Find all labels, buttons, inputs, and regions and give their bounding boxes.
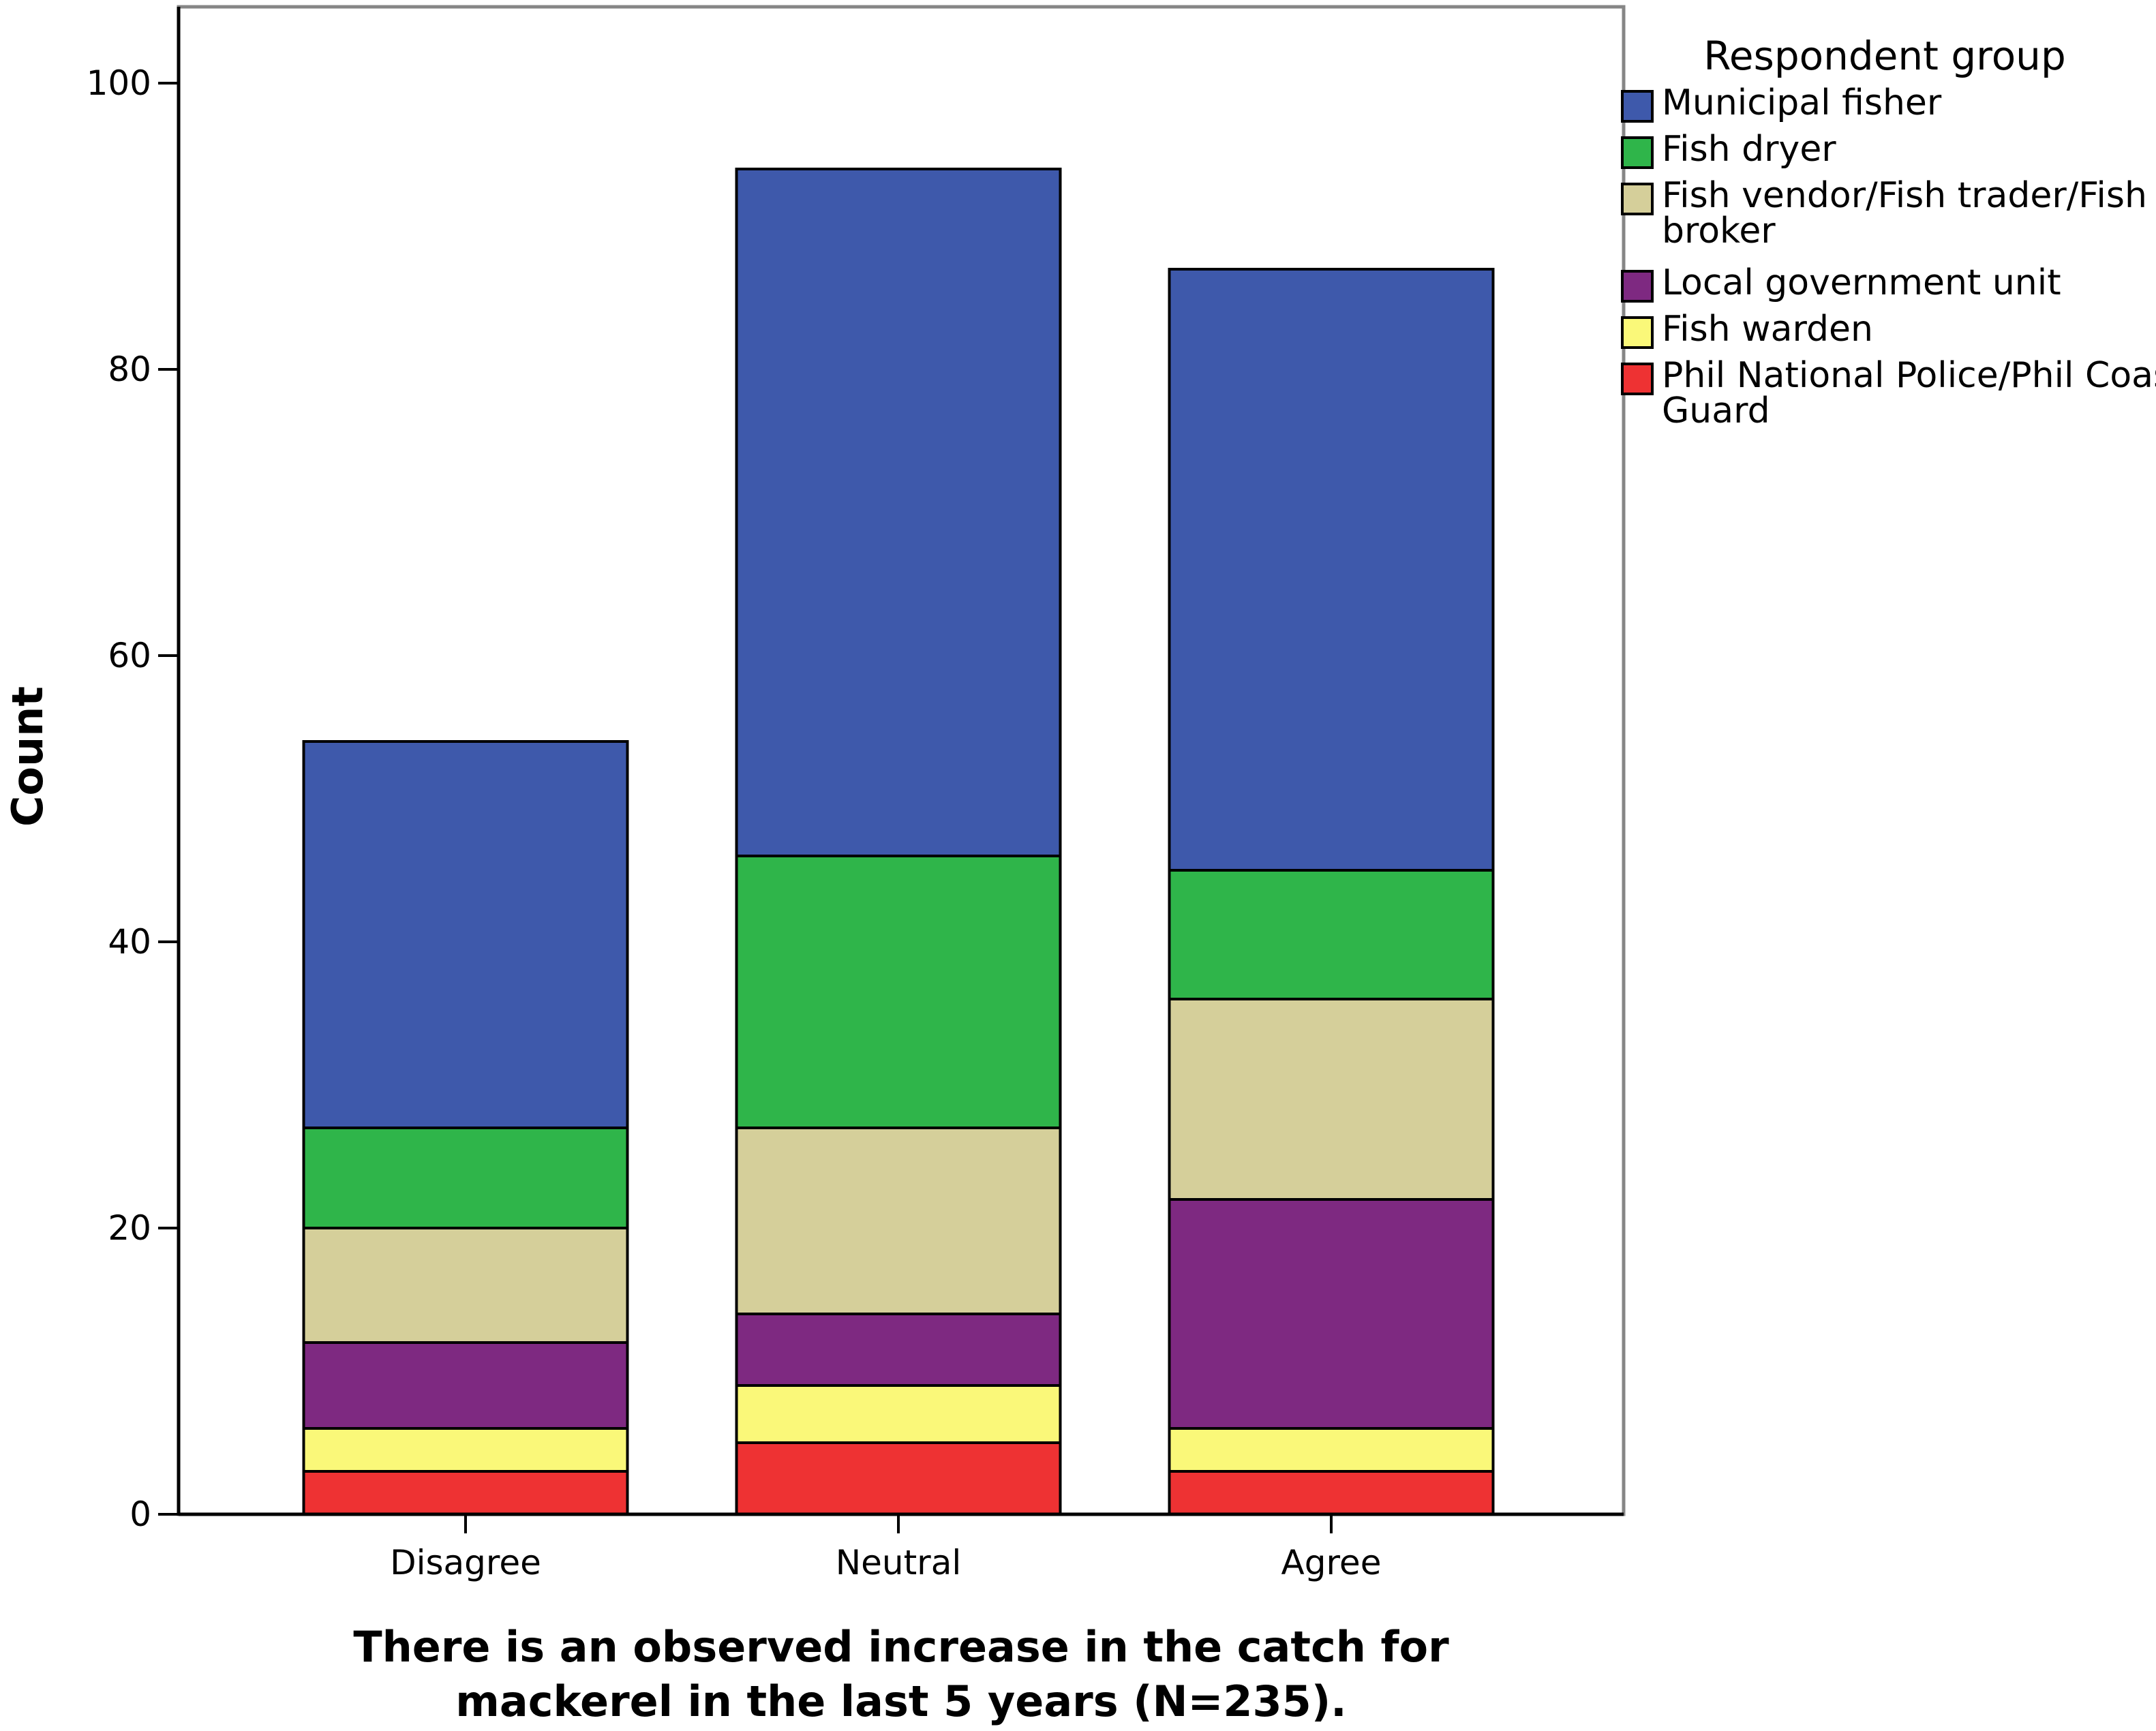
legend-title: Respondent group [1703, 33, 2066, 79]
legend-label-phil-national-police-phil-coast-guard-line-2: Guard [1662, 390, 1770, 431]
legend-label-fish-vendor-fish-trader-fish-broker-line-2: broker [1662, 211, 1776, 251]
bar-segment-agree-local-government-unit [1168, 1198, 1495, 1430]
legend-swatch-fish-vendor-fish-trader-fish-broker [1621, 183, 1654, 215]
bar-segment-agree-phil-national-police-phil-coast-guard [1168, 1470, 1495, 1516]
bar-segment-disagree-fish-vendor-fish-trader-fish-broker [302, 1227, 629, 1344]
legend-swatch-fish-warden [1621, 316, 1654, 349]
x-tick-label-neutral: Neutral [836, 1543, 962, 1582]
y-tick-label: 40 [108, 922, 151, 962]
legend-label-local-government-unit: Local government unit [1662, 262, 2061, 303]
bar-segment-neutral-phil-national-police-phil-coast-guard [735, 1441, 1062, 1516]
bar-segment-agree-municipal-fisher [1168, 268, 1495, 872]
legend-label-fish-dryer: Fish dryer [1662, 129, 1836, 170]
bar-segment-disagree-municipal-fisher [302, 740, 629, 1129]
y-tick-label: 60 [108, 636, 151, 675]
x-axis-title-line-1: There is an observed increase in the cat… [353, 1622, 1449, 1672]
legend-swatch-municipal-fisher [1621, 90, 1654, 123]
bar-segment-disagree-local-government-unit [302, 1341, 629, 1430]
bar-segment-neutral-fish-vendor-fish-trader-fish-broker [735, 1127, 1062, 1315]
bar-segment-agree-fish-dryer [1168, 869, 1495, 1000]
x-tick-label-disagree: Disagree [390, 1543, 541, 1582]
bar-segment-agree-fish-vendor-fish-trader-fish-broker [1168, 998, 1495, 1201]
legend-label-fish-vendor-fish-trader-fish-broker-line-1: Fish vendor/Fish trader/Fish [1662, 175, 2147, 216]
legend-label-fish-warden: Fish warden [1662, 309, 1873, 350]
legend: Respondent group Municipal fisher Fish dr… [1621, 33, 2156, 431]
x-tick-label-agree: Agree [1281, 1543, 1382, 1582]
legend-swatch-fish-dryer [1621, 136, 1654, 169]
bar-segment-neutral-fish-warden [735, 1384, 1062, 1444]
x-ticks: Disagree Neutral Agree [390, 1514, 1381, 1582]
y-tick-label: 80 [108, 350, 151, 389]
bar-segment-disagree-fish-dryer [302, 1127, 629, 1229]
bar-segment-agree-fish-warden [1168, 1427, 1495, 1473]
bar-segment-disagree-fish-warden [302, 1427, 629, 1473]
y-axis-title: Count [3, 686, 52, 827]
legend-label-municipal-fisher: Municipal fisher [1662, 82, 1942, 123]
bar-segment-neutral-fish-dryer [735, 855, 1062, 1129]
bars [302, 168, 1495, 1516]
y-tick-label: 20 [108, 1208, 151, 1248]
y-tick-label: 100 [87, 63, 151, 103]
y-ticks: 0 20 40 60 80 100 [87, 63, 179, 1534]
bar-segment-disagree-phil-national-police-phil-coast-guard [302, 1470, 629, 1516]
x-axis-title-line-2: mackerel in the last 5 years (N=235). [455, 1676, 1346, 1726]
bar-segment-neutral-local-government-unit [735, 1313, 1062, 1387]
legend-swatch-phil-national-police-phil-coast-guard [1621, 363, 1654, 395]
y-tick-label: 0 [130, 1495, 151, 1534]
legend-label-phil-national-police-phil-coast-guard-line-1: Phil National Police/Phil Coast [1662, 355, 2156, 396]
bar-segment-neutral-municipal-fisher [735, 168, 1062, 857]
legend-swatch-local-government-unit [1621, 270, 1654, 303]
